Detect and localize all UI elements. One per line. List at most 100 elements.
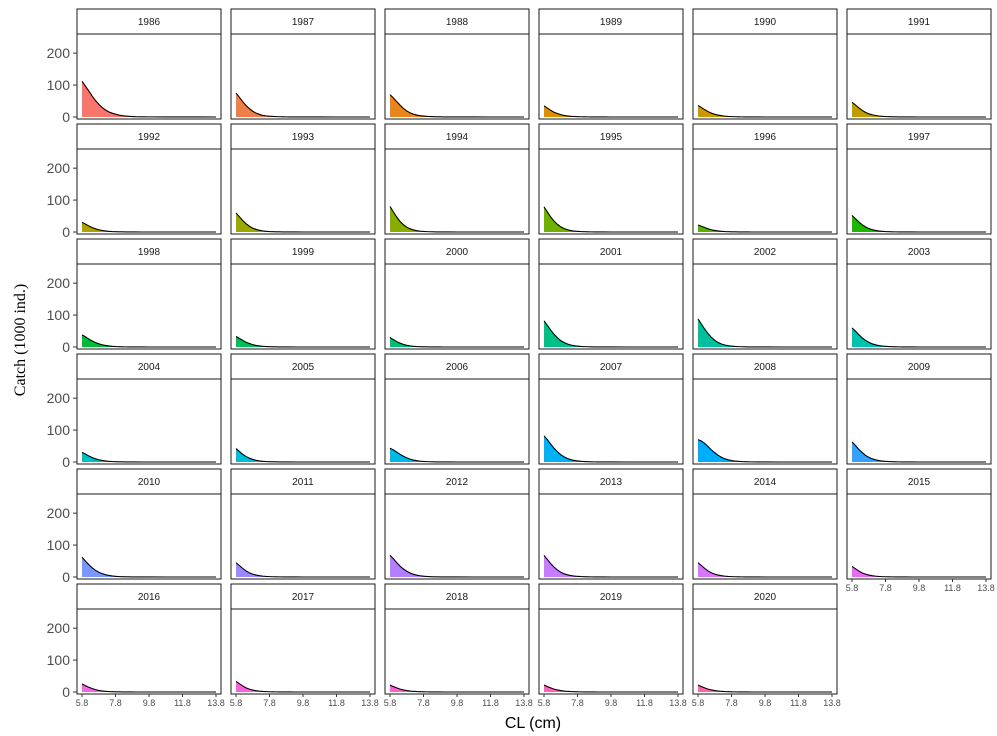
facet-strip-label: 1998 bbox=[138, 247, 161, 258]
y-tick-label: 100 bbox=[47, 77, 71, 93]
panel-border bbox=[230, 263, 376, 350]
series-line-2005 bbox=[235, 448, 370, 463]
facet-panel-1988: 1988 bbox=[384, 8, 530, 120]
facet-strip bbox=[76, 583, 222, 610]
y-tick-label: 100 bbox=[47, 192, 71, 208]
x-tick-label: 7.8 bbox=[879, 583, 892, 593]
series-area-1986 bbox=[82, 81, 216, 117]
facet-panel-2009: 2009 bbox=[846, 353, 992, 465]
series-area-2001 bbox=[544, 320, 678, 347]
panel-border bbox=[846, 378, 992, 465]
x-tick-label: 9.8 bbox=[297, 698, 310, 708]
x-tick-label: 13.8 bbox=[823, 698, 841, 708]
panel-border bbox=[692, 263, 838, 350]
facet-strip bbox=[846, 468, 992, 495]
panel-border bbox=[76, 263, 222, 350]
facet-panel-1991: 1991 bbox=[846, 8, 992, 120]
series-area-1990 bbox=[698, 105, 832, 117]
panel-border bbox=[76, 493, 222, 580]
facet-strip-label: 2015 bbox=[908, 477, 931, 488]
series-area-2020 bbox=[698, 684, 832, 692]
facet-strip bbox=[538, 8, 684, 35]
facet-strip-label: 2008 bbox=[754, 362, 777, 373]
facet-strip-label: 2011 bbox=[292, 477, 314, 488]
x-tick-label: 13.8 bbox=[515, 698, 533, 708]
facet-strip-label: 2017 bbox=[292, 592, 315, 603]
panel-border bbox=[384, 148, 530, 235]
y-tick-label: 100 bbox=[47, 307, 71, 323]
series-area-1988 bbox=[390, 94, 524, 117]
x-tick-label: 7.8 bbox=[263, 698, 276, 708]
series-area-2016 bbox=[82, 684, 216, 692]
series-area-2018 bbox=[390, 684, 524, 692]
series-line-1999 bbox=[235, 335, 370, 348]
facet-strip-label: 1996 bbox=[754, 132, 777, 143]
facet-strip-label: 2006 bbox=[446, 362, 469, 373]
panel-border bbox=[230, 608, 376, 695]
facet-panel-2015: 2015 5.8 7.8 9.8 11.8 13.8 bbox=[846, 468, 995, 593]
y-tick-label: 100 bbox=[47, 537, 71, 553]
series-line-2014 bbox=[697, 562, 832, 578]
y-tick-label: 0 bbox=[62, 684, 70, 700]
y-tick-label: 0 bbox=[62, 109, 70, 125]
series-area-2000 bbox=[390, 337, 524, 347]
x-tick-label: 7.8 bbox=[109, 698, 122, 708]
facet-panel-2004: 2004 0 100 200 bbox=[47, 353, 222, 470]
series-line-2019 bbox=[543, 684, 678, 693]
facet-panel-1992: 1992 0 100 200 bbox=[47, 123, 222, 240]
panel-border bbox=[538, 608, 684, 695]
facet-panel-2017: 2017 5.8 7.8 9.8 11.8 13.8 bbox=[230, 583, 379, 708]
facet-strip-label: 2002 bbox=[754, 247, 777, 258]
series-line-1990 bbox=[697, 105, 832, 118]
panel-border bbox=[230, 148, 376, 235]
series-line-1991 bbox=[851, 101, 986, 118]
facet-strip bbox=[230, 583, 376, 610]
facet-strip-label: 2005 bbox=[292, 362, 315, 373]
y-tick-label: 0 bbox=[62, 569, 70, 585]
facet-strip bbox=[538, 123, 684, 150]
series-area-2009 bbox=[852, 441, 986, 462]
series-line-1995 bbox=[543, 206, 678, 233]
series-area-2006 bbox=[390, 448, 524, 462]
series-line-1988 bbox=[389, 94, 524, 118]
facet-strip bbox=[230, 238, 376, 265]
panel-border bbox=[692, 493, 838, 580]
facet-panel-2008: 2008 bbox=[692, 353, 838, 465]
facet-strip-label: 1994 bbox=[446, 132, 469, 143]
series-line-2009 bbox=[851, 441, 986, 463]
x-tick-label: 5.8 bbox=[692, 698, 705, 708]
x-tick-label: 11.8 bbox=[328, 698, 345, 708]
facet-strip-label: 1995 bbox=[600, 132, 623, 143]
facet-strip bbox=[846, 353, 992, 380]
facet-panel-2016: 2016 0 100 200 5.8 7.8 9.8 11.8 13.8 bbox=[47, 583, 225, 708]
facet-strip bbox=[230, 353, 376, 380]
y-tick-label: 200 bbox=[47, 275, 71, 291]
panel-border bbox=[692, 148, 838, 235]
series-line-1994 bbox=[389, 206, 524, 233]
series-area-1996 bbox=[698, 224, 832, 232]
panel-border bbox=[76, 148, 222, 235]
facet-strip-label: 2003 bbox=[908, 247, 931, 258]
facet-strip bbox=[692, 123, 838, 150]
facet-panel-2007: 2007 bbox=[538, 353, 684, 465]
y-tick-label: 200 bbox=[47, 160, 71, 176]
facet-strip-label: 1997 bbox=[908, 132, 931, 143]
facet-strip bbox=[384, 583, 530, 610]
series-area-2017 bbox=[236, 681, 370, 692]
facet-strip bbox=[76, 123, 222, 150]
series-line-2016 bbox=[81, 683, 216, 693]
facet-strip-label: 2007 bbox=[600, 362, 623, 373]
x-tick-label: 5.8 bbox=[384, 698, 397, 708]
series-area-1993 bbox=[236, 212, 370, 232]
facet-strip-label: 1986 bbox=[138, 17, 161, 28]
y-tick-label: 0 bbox=[62, 454, 70, 470]
facet-strip bbox=[538, 238, 684, 265]
series-line-1993 bbox=[235, 212, 370, 233]
facet-panel-2018: 2018 5.8 7.8 9.8 11.8 13.8 bbox=[384, 583, 533, 708]
series-line-2018 bbox=[389, 684, 524, 693]
x-tick-label: 11.8 bbox=[790, 698, 807, 708]
facet-panel-2020: 2020 5.8 7.8 9.8 11.8 13.8 bbox=[692, 583, 841, 708]
series-line-2002 bbox=[697, 318, 832, 348]
x-tick-label: 5.8 bbox=[230, 698, 243, 708]
panel-border bbox=[384, 33, 530, 120]
